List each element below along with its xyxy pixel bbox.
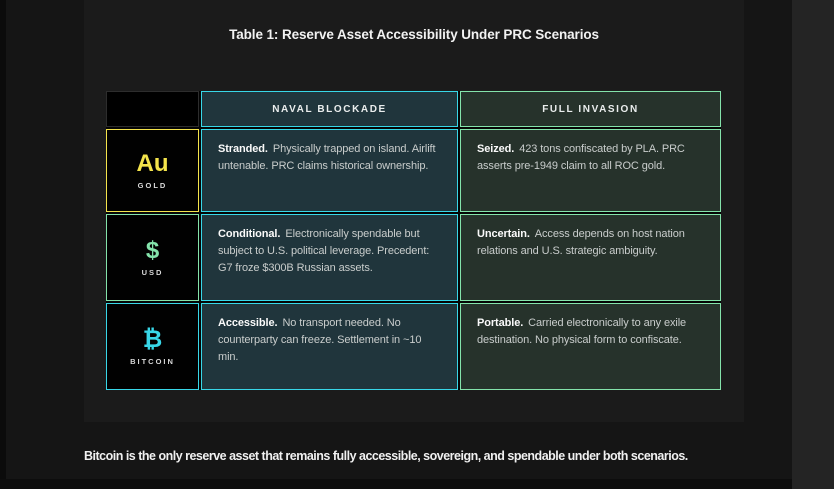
dollar-icon: $ [145,236,160,264]
cell-text: Uncertain. Access depends on host nation … [477,226,704,260]
page-left-edge [0,0,6,489]
cell-bitcoin-full-invasion: Portable. Carried electronically to any e… [460,303,721,390]
cell-lead-word: Portable. [477,317,524,329]
cell-detail: 423 tons confiscated by PLA. PRC asserts… [477,143,685,172]
cell-lead-word: Conditional. [218,228,281,240]
figure-title: Table 1: Reserve Asset Accessibility Und… [229,27,599,42]
cell-text: Accessible. No transport needed. No count… [218,315,441,366]
asset-cell-usd: $ USD [106,214,199,301]
cell-gold-full-invasion: Seized. 423 tons confiscated by PLA. PRC … [460,129,721,212]
cell-text: Stranded. Physically trapped on island. A… [218,141,441,175]
figure-panel: Table 1: Reserve Asset Accessibility Und… [84,0,744,422]
cell-bitcoin-naval-blockade: Accessible. No transport needed. No count… [201,303,458,390]
gold-au-icon: Au [136,149,169,177]
asset-cell-gold: Au GOLD [106,129,199,212]
bitcoin-icon: ₿ [142,325,163,353]
cell-usd-naval-blockade: Conditional. Electronically spendable but… [201,214,458,301]
cell-text: Conditional. Electronically spendable but… [218,226,441,277]
cell-lead-word: Accessible. [218,317,278,329]
cell-text: Seized. 423 tons confiscated by PLA. PRC … [477,141,704,175]
asset-label-usd: USD [141,267,164,277]
cell-usd-full-invasion: Uncertain. Access depends on host nation … [460,214,721,301]
cell-text: Portable. Carried electronically to any e… [477,315,704,349]
reserve-asset-table: NAVAL BLOCKADE FULL INVASION Au GOLD Str… [106,91,721,390]
page-right-gutter [792,0,834,489]
table-corner-cell [106,91,199,127]
cell-lead-word: Seized. [477,143,515,155]
cell-gold-naval-blockade: Stranded. Physically trapped on island. A… [201,129,458,212]
cell-detail: No transport needed. No counterparty can… [218,317,422,363]
cell-detail: Access depends on host nation relations … [477,228,685,257]
cell-lead-word: Stranded. [218,143,268,155]
cell-detail: Physically trapped on island. Airlift un… [218,143,436,172]
column-header-naval-blockade: NAVAL BLOCKADE [201,91,458,127]
figure-caption: Bitcoin is the only reserve asset that r… [84,449,688,463]
cell-detail: Carried electronically to any exile dest… [477,317,687,346]
asset-label-gold: GOLD [137,180,168,190]
page-bottom-edge [0,479,792,489]
cell-lead-word: Uncertain. [477,228,530,240]
column-header-full-invasion: FULL INVASION [460,91,721,127]
cell-detail: Electronically spendable but subject to … [218,228,430,274]
asset-label-bitcoin: BITCOIN [130,356,175,366]
asset-cell-bitcoin: ₿ BITCOIN [106,303,199,390]
